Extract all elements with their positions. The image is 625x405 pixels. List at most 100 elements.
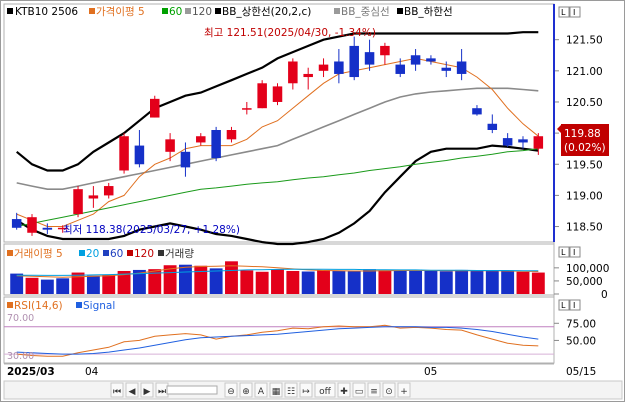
volume-bar[interactable]: [301, 271, 315, 294]
candle-body[interactable]: [242, 108, 252, 110]
toolbar-button[interactable]: [254, 382, 268, 398]
volume-bar[interactable]: [71, 272, 85, 294]
volume-bar[interactable]: [393, 270, 407, 294]
rsi-tick-label: 75.00: [566, 318, 596, 330]
candle-body[interactable]: [349, 45, 359, 78]
volume-bar[interactable]: [40, 279, 54, 294]
candle-body[interactable]: [426, 58, 436, 62]
candle-body[interactable]: [196, 136, 206, 143]
candle-body[interactable]: [119, 136, 129, 171]
candle-body[interactable]: [380, 45, 390, 56]
toolbar-button[interactable]: [397, 382, 411, 398]
toolbar-button[interactable]: [140, 382, 154, 398]
vol-panel-button-i[interactable]: [569, 246, 581, 258]
volume-bar[interactable]: [409, 269, 423, 294]
vol-panel-button-l[interactable]: [558, 246, 570, 258]
volume-bar[interactable]: [56, 278, 70, 294]
toolbar-button-label: +: [400, 387, 408, 397]
toolbar-button[interactable]: [125, 382, 139, 398]
volume-bar[interactable]: [148, 269, 162, 294]
volume-bar[interactable]: [317, 269, 330, 294]
volume-bar[interactable]: [178, 264, 192, 294]
panel-button-l[interactable]: [558, 6, 570, 18]
candle-body[interactable]: [472, 108, 482, 115]
candle-body[interactable]: [487, 123, 498, 130]
candle-body[interactable]: [364, 52, 375, 65]
volume-bar[interactable]: [516, 271, 530, 294]
toolbar-button-label: ▶: [144, 387, 151, 397]
candle-body[interactable]: [27, 217, 37, 233]
candle-body[interactable]: [456, 61, 467, 74]
candle-body[interactable]: [73, 189, 83, 215]
candle-body[interactable]: [150, 98, 160, 118]
candle-body[interactable]: [211, 130, 221, 159]
candle-body[interactable]: [257, 83, 267, 109]
volume-bar[interactable]: [225, 261, 238, 294]
toolbar-button[interactable]: [239, 382, 253, 398]
candle-body[interactable]: [502, 138, 513, 146]
toolbar-button[interactable]: [299, 382, 313, 398]
current-change: (0.02%): [564, 142, 606, 154]
volume-bar[interactable]: [424, 270, 438, 294]
toolbar-button[interactable]: [314, 382, 336, 398]
toolbar-button[interactable]: [284, 382, 298, 398]
volume-bar[interactable]: [10, 273, 24, 294]
volume-bar[interactable]: [271, 269, 284, 294]
price-panel[interactable]: [3, 3, 555, 243]
volume-bar[interactable]: [501, 270, 515, 294]
candle-body[interactable]: [318, 64, 329, 71]
candle-body[interactable]: [272, 86, 283, 102]
candle-body[interactable]: [180, 151, 191, 168]
rsi-panel-button-i[interactable]: [569, 299, 581, 311]
toolbar-button[interactable]: [269, 382, 283, 398]
candle-body[interactable]: [226, 130, 237, 140]
scroll-slider[interactable]: [166, 385, 218, 395]
candle-body[interactable]: [42, 227, 53, 230]
volume-bar[interactable]: [25, 277, 39, 294]
volume-bar[interactable]: [255, 271, 269, 294]
volume-bar[interactable]: [240, 270, 254, 294]
volume-bar[interactable]: [347, 271, 361, 294]
price-series-4: [16, 148, 539, 227]
volume-bar[interactable]: [286, 270, 300, 294]
candle-body[interactable]: [88, 195, 99, 199]
volume-bar[interactable]: [86, 275, 100, 294]
volume-bar[interactable]: [117, 270, 131, 294]
candle-body[interactable]: [11, 219, 22, 228]
candle-body[interactable]: [441, 67, 452, 71]
volume-bar[interactable]: [485, 270, 499, 294]
toolbar-button[interactable]: [352, 382, 366, 398]
candle-body[interactable]: [134, 145, 145, 165]
toolbar-button[interactable]: [382, 382, 396, 398]
candle-body[interactable]: [288, 61, 298, 84]
volume-bar[interactable]: [209, 268, 223, 294]
candle-body[interactable]: [410, 55, 421, 65]
candle-body[interactable]: [103, 186, 114, 196]
volume-bar[interactable]: [378, 270, 392, 294]
candle-body[interactable]: [395, 64, 405, 74]
volume-bar[interactable]: [531, 272, 545, 294]
legend-vol-ma5: 거래이평 5: [14, 248, 63, 260]
volume-bar[interactable]: [470, 270, 484, 294]
volume-bar[interactable]: [132, 269, 146, 294]
candle-body[interactable]: [165, 139, 175, 152]
volume-bar[interactable]: [363, 269, 377, 294]
candle-body[interactable]: [303, 73, 313, 78]
volume-bar[interactable]: [455, 269, 469, 294]
toolbar-button[interactable]: [110, 382, 124, 398]
candle-body[interactable]: [533, 136, 544, 149]
volume-bar[interactable]: [332, 270, 346, 294]
panel-button-i[interactable]: [569, 6, 581, 18]
candle-body[interactable]: [57, 227, 68, 230]
volume-bar[interactable]: [194, 265, 208, 294]
toolbar-button[interactable]: [224, 382, 238, 398]
volume-bar[interactable]: [102, 274, 116, 294]
toolbar-button[interactable]: [337, 382, 351, 398]
current-price: 119.88: [564, 128, 601, 140]
candle-body[interactable]: [334, 61, 344, 74]
volume-bar[interactable]: [439, 271, 453, 294]
candle-body[interactable]: [518, 139, 528, 143]
toolbar-button[interactable]: [367, 382, 381, 398]
rsi-panel-button-l[interactable]: [558, 299, 570, 311]
